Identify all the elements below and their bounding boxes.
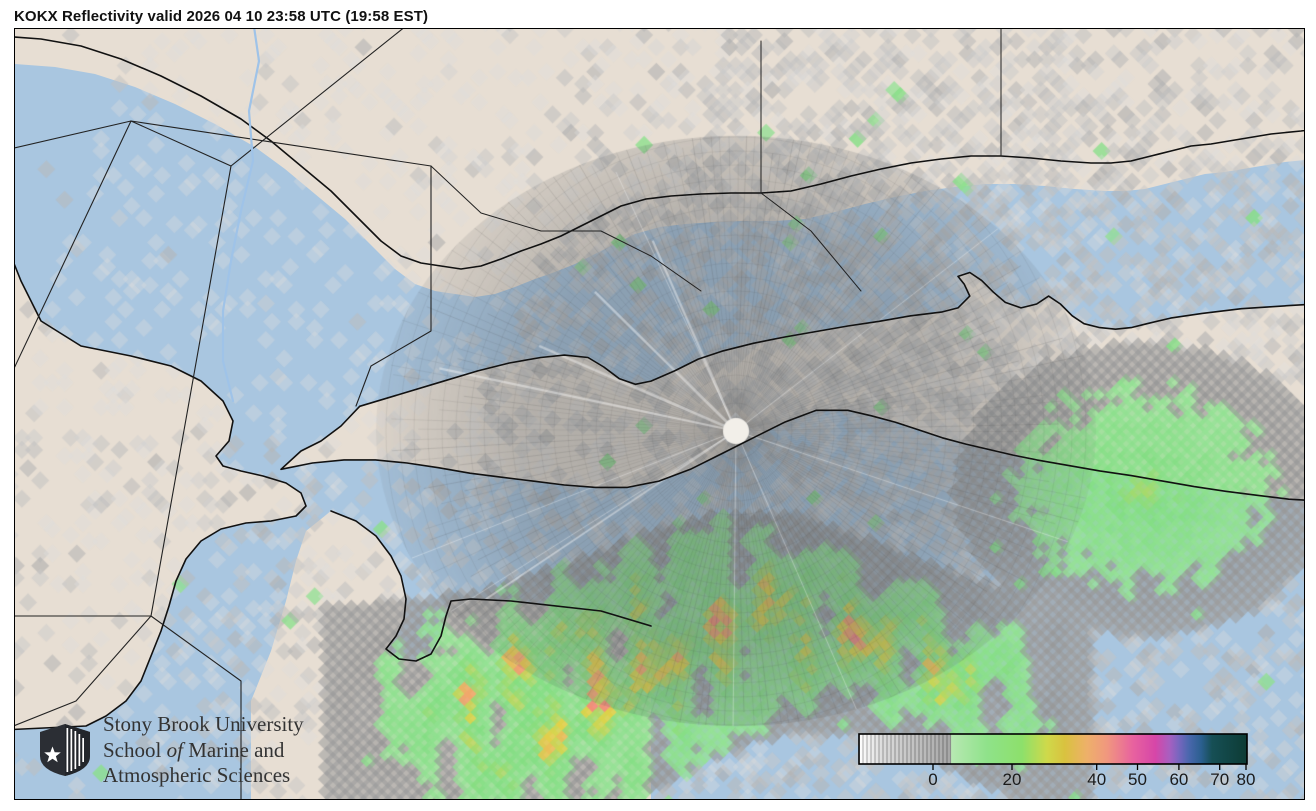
svg-text:40: 40 [1087, 770, 1106, 789]
svg-text:50: 50 [1128, 770, 1147, 789]
svg-text:80: 80 [1237, 770, 1256, 789]
svg-text:60: 60 [1169, 770, 1188, 789]
svg-text:0: 0 [928, 770, 937, 789]
svg-text:70: 70 [1210, 770, 1229, 789]
svg-text:20: 20 [1003, 770, 1022, 789]
